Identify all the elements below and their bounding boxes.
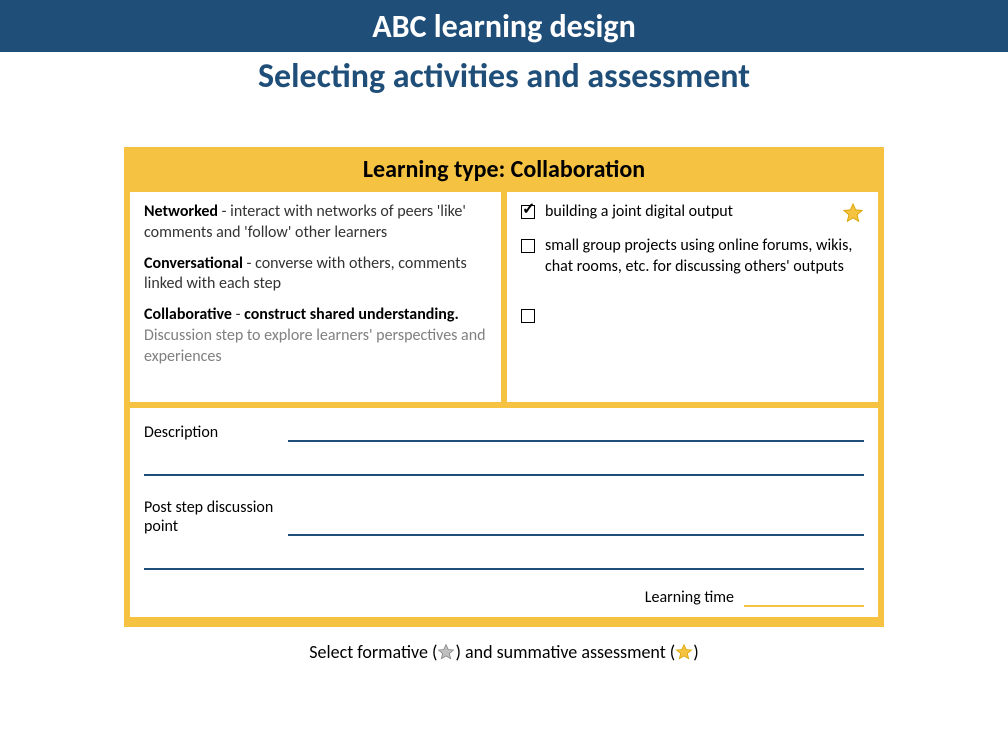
para-tail-grey: Discussion step to explore learners' per… (144, 326, 486, 366)
header-bar: ABC learning design (0, 0, 1008, 52)
para-sep: - (218, 202, 230, 221)
left-para-1: Conversational - converse with others, c… (144, 254, 487, 296)
card-header: Learning type: Collaboration (124, 147, 884, 192)
para-sep: - (236, 305, 245, 324)
checkbox-2[interactable] (521, 309, 535, 323)
poststep-line-1[interactable] (288, 516, 864, 536)
card-header-text: Learning type: Collaboration (363, 155, 645, 184)
para-lead: Conversational (144, 254, 243, 273)
para-sep: - (243, 254, 255, 273)
card-top-row: Networked - interact with networks of pe… (124, 192, 884, 402)
check-row-0: building a joint digital output (521, 202, 864, 224)
checkbox-0[interactable] (521, 205, 535, 219)
left-para-0: Networked - interact with networks of pe… (144, 202, 487, 244)
footer-prefix: Select formative ( (309, 641, 437, 663)
description-label: Description (144, 423, 274, 442)
checkbox-1[interactable] (521, 239, 535, 253)
check-text-0: building a joint digital output (545, 202, 832, 223)
header-title: ABC learning design (372, 7, 636, 46)
poststep-field: Post step discussion point (144, 498, 864, 536)
left-para-2: Collaborative - construct shared underst… (144, 305, 487, 367)
learning-card: Learning type: Collaboration Networked -… (124, 147, 884, 627)
card-lower-panel: Description Post step discussion point L… (130, 408, 878, 617)
learning-time-label: Learning time (645, 588, 734, 607)
card-left-column: Networked - interact with networks of pe… (130, 192, 501, 402)
footer-note: Select formative ( ) and summative assess… (0, 641, 1008, 666)
para-lead: Collaborative (144, 305, 236, 324)
star-icon (842, 202, 864, 224)
learning-time-field: Learning time (144, 588, 864, 607)
poststep-label: Post step discussion point (144, 498, 274, 536)
card-right-column: building a joint digital output small gr… (507, 192, 878, 402)
check-row-1: small group projects using online forums… (521, 236, 864, 278)
subtitle-text: Selecting activities and assessment (258, 56, 750, 97)
poststep-line-2[interactable] (144, 550, 864, 570)
subtitle-row: Selecting activities and assessment (0, 52, 1008, 97)
star-grey-icon (437, 643, 455, 666)
learning-time-line[interactable] (744, 593, 864, 607)
footer-mid: ) and summative assessment ( (455, 641, 675, 663)
para-tail: construct shared understanding. (244, 305, 459, 324)
star-yellow-icon (675, 643, 693, 666)
description-line-2[interactable] (144, 456, 864, 476)
check-text-1: small group projects using online forums… (545, 236, 864, 278)
check-row-2 (521, 306, 864, 323)
description-field: Description (144, 422, 864, 442)
description-line-1[interactable] (288, 422, 864, 442)
footer-suffix: ) (693, 641, 698, 663)
para-lead: Networked (144, 202, 218, 221)
